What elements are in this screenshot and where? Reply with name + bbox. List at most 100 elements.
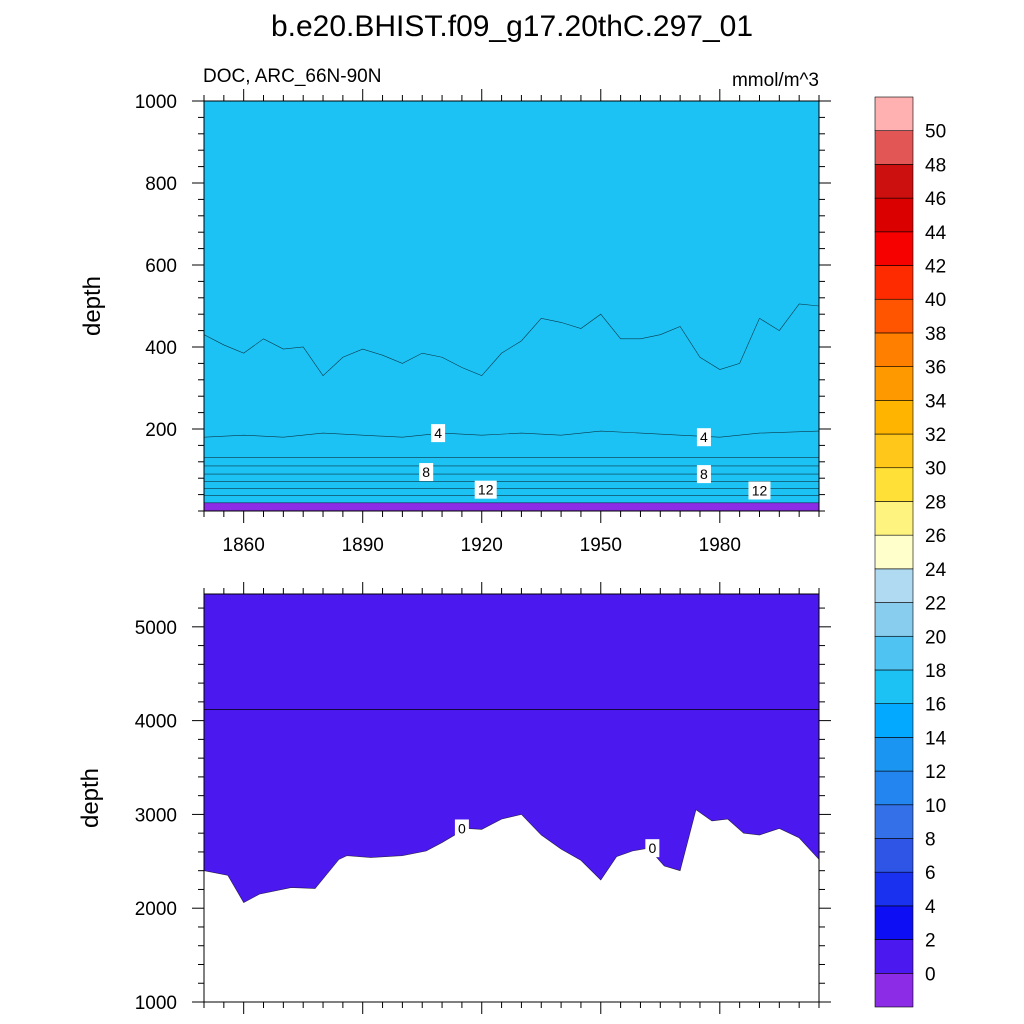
upper-panel: 12 12 8 8 4 4 1860 1890 1920 1950 1980 200 400 600 800… bbox=[135, 89, 831, 556]
colorbar-label: 0 bbox=[925, 964, 936, 985]
colorbar-label: 40 bbox=[925, 290, 946, 311]
colorbar-label: 46 bbox=[925, 189, 946, 210]
colorbar-swatch bbox=[874, 96, 914, 132]
contour-band-0 bbox=[204, 594, 819, 903]
chart-title: b.e20.BHIST.f09_g17.20thC.297_01 bbox=[271, 10, 753, 43]
colorbar-swatch bbox=[874, 501, 914, 536]
contour-label: 4 bbox=[700, 429, 708, 445]
y-tick-label: 800 bbox=[145, 174, 177, 195]
contour-fills bbox=[204, 594, 819, 903]
colorbar-label: 36 bbox=[925, 358, 946, 379]
contour-label: 8 bbox=[422, 464, 430, 480]
colorbar-swatch bbox=[874, 298, 914, 334]
colorbar-label: 12 bbox=[925, 762, 946, 783]
colorbar-swatch bbox=[874, 164, 914, 199]
colorbar-label: 18 bbox=[925, 661, 946, 682]
contour-label: 0 bbox=[648, 840, 656, 856]
contour-label-box bbox=[696, 465, 711, 484]
y-tick-label: 5000 bbox=[135, 618, 177, 639]
contour-label-box bbox=[645, 839, 660, 858]
colorbar-swatch bbox=[874, 635, 914, 671]
plot-frame bbox=[203, 593, 820, 1003]
colorbar-swatch bbox=[874, 770, 914, 806]
y-tick-label: 600 bbox=[145, 256, 177, 277]
colorbar-swatch bbox=[874, 433, 914, 469]
colorbar-label: 10 bbox=[925, 796, 946, 817]
left-subtitle: DOC, ARC_66N-90N bbox=[203, 66, 381, 87]
colorbar-label: 20 bbox=[925, 627, 946, 648]
colorbar-label: 42 bbox=[925, 257, 946, 278]
x-tick-label: 1920 bbox=[461, 535, 503, 556]
x-tick-label: 1860 bbox=[223, 535, 265, 556]
colorbar: 0246810121416182022242628303234363840424… bbox=[874, 96, 947, 1008]
colorbar-label: 14 bbox=[925, 728, 947, 749]
contour-label: 8 bbox=[700, 466, 708, 482]
colorbar-swatch bbox=[874, 130, 914, 165]
colorbar-swatch bbox=[874, 400, 914, 435]
colorbar-swatch bbox=[874, 703, 914, 738]
colorbar-label: 30 bbox=[925, 459, 946, 480]
units-subtitle: mmol/m^3 bbox=[732, 70, 819, 91]
colorbar-swatch bbox=[874, 804, 914, 839]
contour-label-box bbox=[419, 463, 434, 482]
contour-fills bbox=[204, 101, 819, 511]
colorbar-label: 44 bbox=[925, 223, 947, 244]
contour-label-box bbox=[431, 424, 446, 443]
contour-label-box bbox=[454, 819, 469, 838]
colorbar-label: 22 bbox=[925, 594, 946, 615]
contour-band-16 bbox=[204, 101, 819, 503]
y-tick-label: 200 bbox=[145, 420, 177, 441]
colorbar-swatch bbox=[874, 231, 914, 266]
contour-line-0 bbox=[204, 809, 819, 903]
colorbar-label: 2 bbox=[925, 931, 936, 952]
y-tick-label: 3000 bbox=[135, 805, 177, 826]
x-tick-label: 1890 bbox=[342, 535, 384, 556]
colorbar-swatch bbox=[874, 905, 914, 940]
colorbar-label: 8 bbox=[925, 829, 936, 850]
contour-label: 4 bbox=[434, 425, 442, 441]
contour-label-box bbox=[748, 481, 771, 500]
colorbar-label: 4 bbox=[925, 897, 936, 918]
colorbar-swatch bbox=[874, 602, 914, 637]
colorbar-swatch bbox=[874, 265, 914, 300]
y-tick-label: 400 bbox=[145, 338, 177, 359]
lower-y-axis-label: depth bbox=[77, 768, 104, 828]
colorbar-label: 6 bbox=[925, 863, 936, 884]
colorbar-swatch bbox=[874, 972, 914, 1008]
contour-line-0 bbox=[204, 303, 819, 377]
colorbar-swatch bbox=[874, 568, 914, 603]
colorbar-swatch bbox=[874, 366, 914, 401]
colorbar-swatch bbox=[874, 332, 914, 367]
colorbar-label: 24 bbox=[925, 560, 947, 581]
contour-label: 12 bbox=[478, 482, 494, 498]
colorbar-label: 48 bbox=[925, 155, 946, 176]
colorbar-swatch bbox=[874, 737, 914, 772]
lower-panel: 0 0 1000 2000 3000 4000 5000 bbox=[135, 582, 831, 1014]
contour-label: 12 bbox=[752, 483, 768, 499]
colorbar-swatch bbox=[874, 939, 914, 974]
y-tick-label: 4000 bbox=[135, 712, 177, 733]
contour-label-box bbox=[474, 480, 497, 499]
colorbar-label: 34 bbox=[925, 391, 947, 412]
colorbar-label: 50 bbox=[925, 122, 946, 143]
y-tick-label: 1000 bbox=[135, 993, 177, 1014]
y-tick-label: 2000 bbox=[135, 899, 177, 920]
contour-label: 0 bbox=[458, 820, 466, 836]
colorbar-swatch bbox=[874, 669, 914, 704]
upper-y-axis-label: depth bbox=[79, 276, 106, 336]
plot-frame bbox=[203, 100, 820, 512]
colorbar-swatch bbox=[874, 838, 914, 873]
colorbar-label: 32 bbox=[925, 425, 946, 446]
y-tick-label: 1000 bbox=[135, 92, 177, 113]
colorbar-swatch bbox=[874, 197, 914, 233]
colorbar-label: 16 bbox=[925, 695, 946, 716]
contour-label-box bbox=[696, 428, 711, 447]
colorbar-label: 26 bbox=[925, 526, 946, 547]
x-tick-label: 1950 bbox=[580, 535, 622, 556]
colorbar-swatch bbox=[874, 467, 914, 502]
colorbar-label: 38 bbox=[925, 324, 946, 345]
x-tick-label: 1980 bbox=[699, 535, 741, 556]
colorbar-label: 28 bbox=[925, 492, 946, 513]
colorbar-swatch bbox=[874, 534, 914, 570]
